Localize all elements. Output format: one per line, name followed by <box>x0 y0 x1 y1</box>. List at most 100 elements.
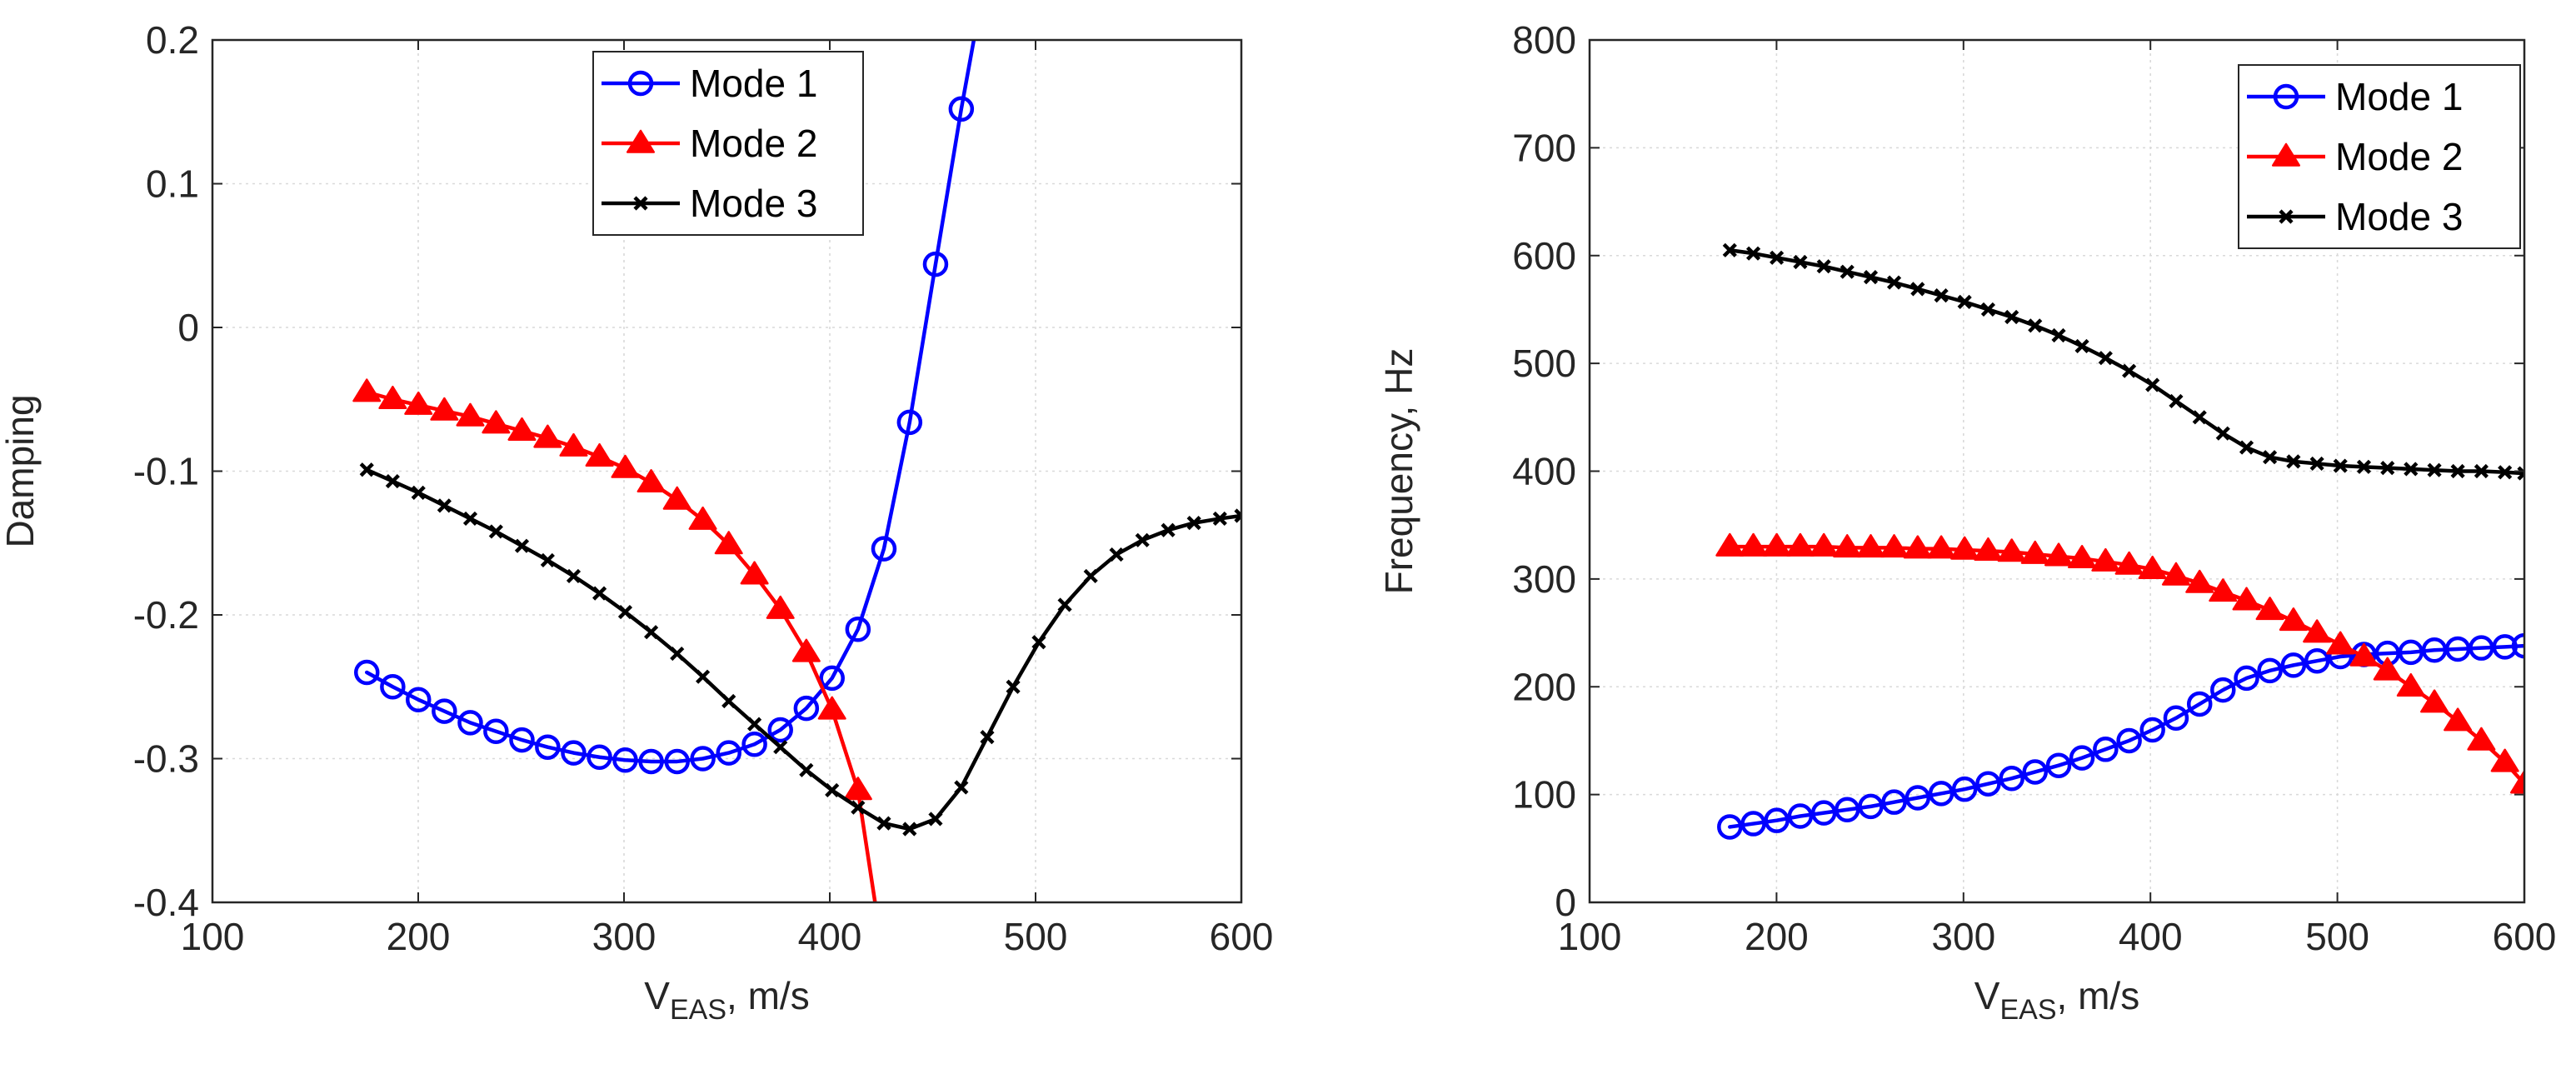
frequency-point-mode-2 <box>2020 540 2049 564</box>
damping-point-mode-2 <box>585 443 614 467</box>
damping-point-mode-3 <box>825 782 840 798</box>
frequency-point-mode-2 <box>2396 673 2425 697</box>
frequency-y-tick-label: 400 <box>1512 450 1576 493</box>
frequency-point-mode-1 <box>2186 691 2213 717</box>
frequency-point-mode-1 <box>2093 737 2119 762</box>
frequency-point-mode-2 <box>2303 619 2332 643</box>
frequency-chart: 100 200 300 400 500 6000100200300400500600700… <box>1377 18 2556 1026</box>
damping-point-mode-3 <box>644 625 659 640</box>
damping-y-tick-label: 0.2 <box>146 18 199 62</box>
damping-point-mode-1 <box>432 698 457 724</box>
damping-point-mode-3 <box>359 462 374 477</box>
damping-y-tick-label: -0.4 <box>133 881 199 924</box>
damping-point-mode-2 <box>714 531 743 555</box>
frequency-point-mode-3 <box>2239 440 2254 455</box>
damping-point-mode-3 <box>617 604 633 620</box>
frequency-point-mode-2 <box>2420 689 2449 713</box>
damping-legend-marker-mode-3 <box>633 196 648 211</box>
damping-point-mode-3 <box>954 780 969 795</box>
damping-x-axis-label-main: V <box>644 974 670 1017</box>
frequency-point-mode-3 <box>2262 450 2278 465</box>
frequency-point-mode-2 <box>2279 607 2308 632</box>
frequency-point-mode-1 <box>2280 652 2307 678</box>
damping-point-mode-3 <box>799 762 814 777</box>
damping-point-mode-1 <box>793 695 820 722</box>
damping-point-mode-3 <box>696 669 711 684</box>
frequency-point-mode-3 <box>2309 456 2324 472</box>
damping-point-mode-3 <box>411 485 426 500</box>
damping-point-mode-3 <box>670 646 685 662</box>
frequency-point-mode-3 <box>2404 462 2419 477</box>
damping-x-tick-label: 100 <box>181 915 245 958</box>
damping-point-mode-3 <box>1186 516 1201 531</box>
frequency-point-mode-1 <box>1740 811 1766 837</box>
frequency-point-mode-2 <box>2467 727 2496 751</box>
frequency-x-axis-label-sub: EAS <box>1999 994 2056 1026</box>
frequency-point-mode-1 <box>2444 636 2471 662</box>
frequency-point-mode-3 <box>2215 426 2230 441</box>
damping-legend-label-mode-1: Mode 1 <box>690 62 817 105</box>
frequency-point-mode-2 <box>1833 534 1862 558</box>
frequency-point-mode-1 <box>1764 807 1790 833</box>
frequency-series-mode-3 <box>1722 242 2524 481</box>
damping-point-mode-1 <box>612 747 638 773</box>
damping-y-tick-label: -0.3 <box>133 737 199 781</box>
damping-series-mode-3 <box>359 462 1241 837</box>
damping-y-tick-label: 0 <box>177 306 199 349</box>
damping-legend-label-mode-2: Mode 2 <box>690 122 817 165</box>
damping-point-mode-2 <box>740 561 769 585</box>
damping-x-tick-label: 200 <box>387 915 451 958</box>
frequency-point-mode-3 <box>2028 318 2043 333</box>
frequency-point-mode-2 <box>1950 536 1979 560</box>
frequency-point-mode-1 <box>2304 647 2330 674</box>
frequency-point-mode-3 <box>2098 351 2113 366</box>
frequency-point-mode-2 <box>2091 547 2120 572</box>
damping-legend-item-mode-1: Mode 1 <box>602 62 817 105</box>
damping-point-mode-2 <box>482 410 511 434</box>
frequency-point-mode-1 <box>2469 635 2494 661</box>
frequency-y-tick-label: 300 <box>1512 557 1576 601</box>
frequency-point-mode-3 <box>1910 282 1925 297</box>
damping-point-mode-3 <box>747 717 762 732</box>
frequency-y-tick-label: 800 <box>1512 18 1576 62</box>
frequency-point-mode-1 <box>2139 717 2165 743</box>
frequency-point-mode-2 <box>2161 562 2190 586</box>
damping-series <box>352 40 1241 902</box>
frequency-point-mode-2 <box>2373 657 2402 681</box>
damping-x-tick-label: 600 <box>1210 915 1274 958</box>
frequency-point-mode-2 <box>2349 642 2379 667</box>
frequency-point-mode-2 <box>1810 532 1839 557</box>
damping-point-mode-3 <box>902 822 917 837</box>
damping-point-mode-1 <box>457 710 483 736</box>
damping-point-mode-3 <box>514 538 530 553</box>
frequency-point-mode-1 <box>2257 657 2283 684</box>
damping-x-tick-label: 500 <box>1004 915 1068 958</box>
damping-point-mode-3 <box>1135 532 1150 547</box>
damping-x-axis-label: VEAS, m/s <box>644 974 809 1026</box>
frequency-y-tick-label: 200 <box>1512 665 1576 708</box>
frequency-legend-label-mode-1: Mode 1 <box>2335 75 2463 118</box>
frequency-point-mode-1 <box>2069 745 2095 771</box>
frequency-point-mode-2 <box>2044 542 2074 567</box>
frequency-grid <box>1590 40 2524 902</box>
frequency-point-mode-2 <box>2138 555 2167 579</box>
frequency-point-mode-3 <box>2004 309 2019 325</box>
damping-point-mode-3 <box>1161 522 1176 537</box>
frequency-x-axis-label-main: V <box>1974 974 2000 1017</box>
frequency-legend-marker-mode-3 <box>2279 209 2294 224</box>
damping-point-mode-3 <box>592 586 607 601</box>
frequency-point-mode-3 <box>2427 462 2442 477</box>
frequency-point-mode-3 <box>2333 458 2348 473</box>
frequency-point-mode-1 <box>1787 803 1814 829</box>
frequency-y-axis-label: Frequency, Hz <box>1377 348 1420 595</box>
damping-point-mode-2 <box>611 454 640 478</box>
damping-x-tick-label: 300 <box>592 915 656 958</box>
frequency-point-mode-1 <box>1881 789 1907 815</box>
damping-point-mode-3 <box>1006 679 1021 694</box>
frequency-point-mode-3 <box>2498 465 2513 480</box>
damping-point-mode-1 <box>405 687 432 713</box>
frequency-point-mode-2 <box>1785 532 1815 557</box>
damping-legend-marker-mode-2 <box>627 129 655 153</box>
frequency-x-tick-label: 100 <box>1558 915 1622 958</box>
damping-y-tick-label: 0.1 <box>146 162 199 206</box>
